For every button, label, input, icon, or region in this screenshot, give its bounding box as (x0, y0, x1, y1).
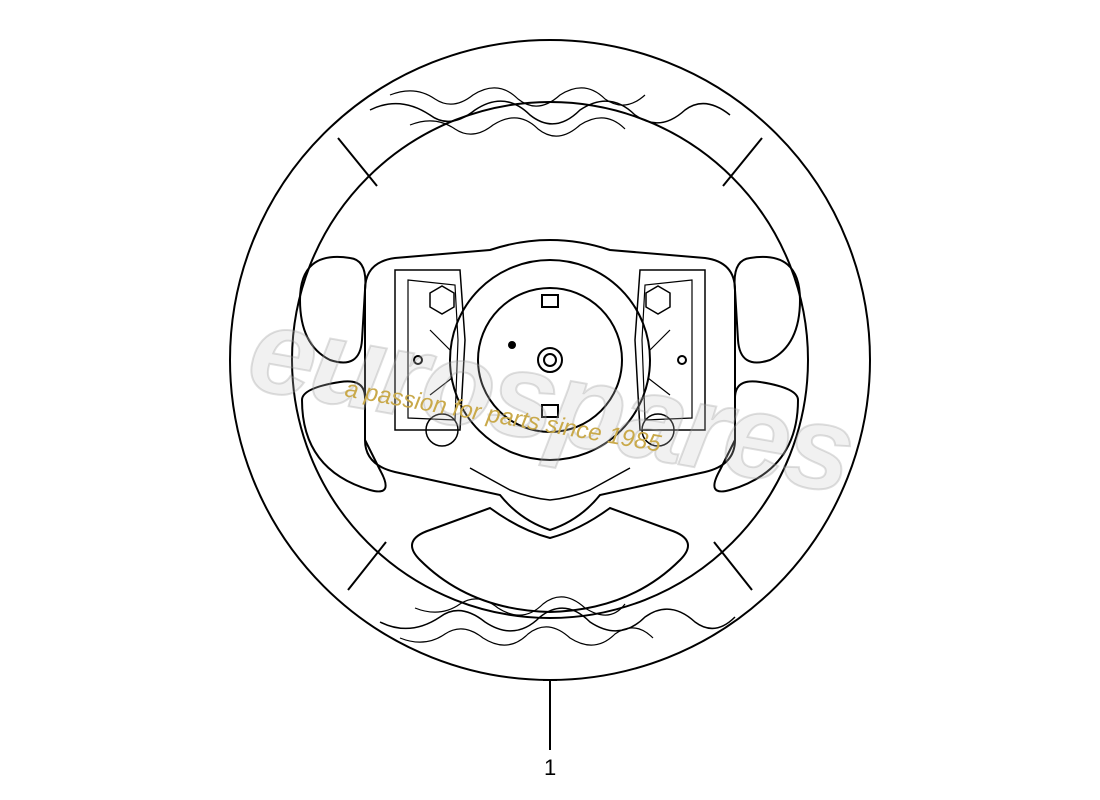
callout-number-1: 1 (544, 755, 556, 781)
steering-wheel-diagram (0, 0, 1100, 800)
diagram-container (0, 0, 1100, 800)
